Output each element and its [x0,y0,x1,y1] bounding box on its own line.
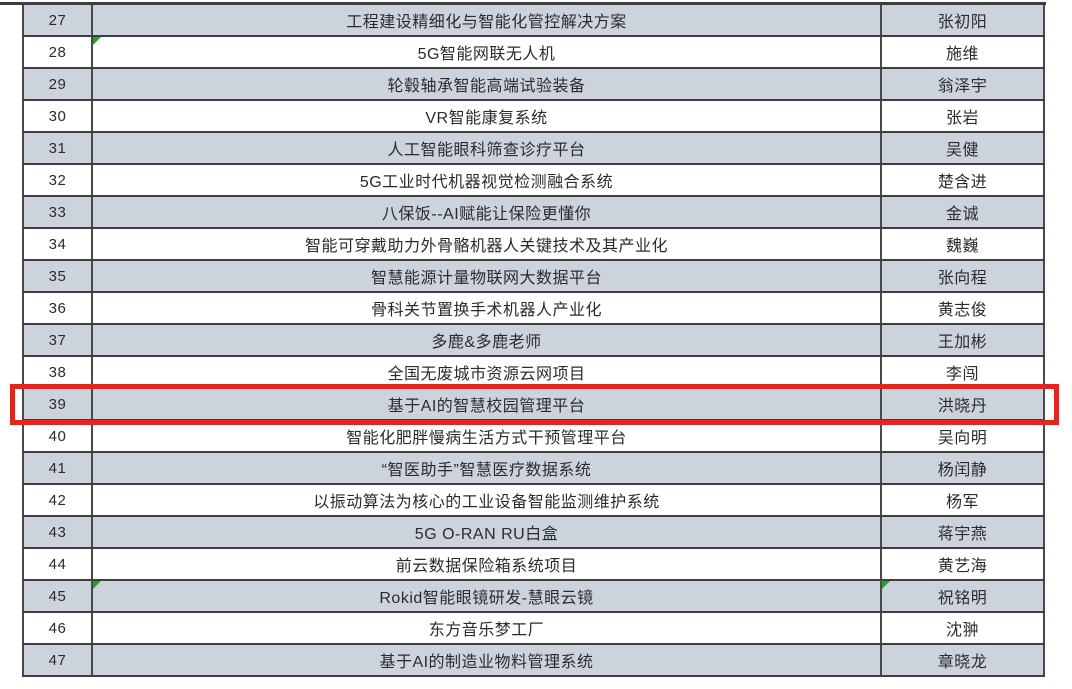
row-number-cell: 43 [22,517,93,547]
row-number-cell: 45 [22,581,93,611]
leader-cell: 吴向明 [880,421,1045,451]
project-text: Rokid智能眼镜研发-慧眼云镜 [379,590,594,607]
row-number-cell: 31 [22,133,93,163]
leader-text: 祝铭明 [937,590,988,607]
leader-cell: 杨闰静 [880,453,1045,483]
table-row: 32 5G工业时代机器视觉检测融合系统 楚含进 [22,165,1045,197]
leader-cell: 章晓龙 [880,645,1045,675]
project-cell: 智慧能源计量物联网大数据平台 [370,270,602,287]
project-cell: 以振动算法为核心的工业设备智能监测维护系统 [313,494,660,511]
row-number-cell: 41 [22,453,93,483]
row-number-cell: 40 [22,421,93,451]
project-cell: 5G智能网联无人机 [93,37,880,67]
project-cell: 智能可穿戴助力外骨骼机器人关键技术及其产业化 [304,238,668,255]
project-cell: 人工智能眼科筛查诊疗平台 [387,142,586,159]
table-row: 41 “智医助手”智慧医疗数据系统 杨闰静 [22,453,1045,485]
leader-cell: 张初阳 [880,5,1045,35]
leader-cell: 杨军 [880,485,1045,515]
project-cell: 5G O-RAN RU白盒 [414,526,559,543]
project-cell: VR智能康复系统 [425,110,548,127]
row-number-cell: 27 [22,5,93,35]
leader-cell: 黄志俊 [880,293,1045,323]
table-row: 37 多鹿&多鹿老师 王加彬 [22,325,1045,357]
table-row: 46 东方音乐梦工厂 沈翀 [22,613,1045,645]
leader-cell: 翁泽宇 [880,69,1045,99]
table-row: 29 轮毂轴承智能高端试验装备 翁泽宇 [22,69,1045,101]
table-row: 35 智慧能源计量物联网大数据平台 张向程 [22,261,1045,293]
row-number-cell: 37 [22,325,93,355]
project-cell: 东方音乐梦工厂 [428,622,545,639]
leader-cell: 祝铭明 [880,581,1045,611]
row-number-cell: 36 [22,293,93,323]
leader-cell: 张向程 [880,261,1045,291]
error-flag-icon [93,37,101,45]
project-cell: Rokid智能眼镜研发-慧眼云镜 [93,581,880,611]
leader-cell: 金诚 [880,197,1045,227]
project-text: 5G智能网联无人机 [417,46,556,63]
table-row: 47 基于AI的制造业物料管理系统 章晓龙 [22,645,1045,677]
row-number-cell: 29 [22,69,93,99]
table-row: 44 前云数据保险箱系统项目 黄艺海 [22,549,1045,581]
table-row: 45 Rokid智能眼镜研发-慧眼云镜 祝铭明 [22,581,1045,613]
table-row: 30 VR智能康复系统 张岩 [22,101,1045,133]
table-row: 28 5G智能网联无人机 施维 [22,37,1045,69]
table-row: 38 全国无废城市资源云网项目 李闯 [22,357,1045,389]
table-row: 42 以振动算法为核心的工业设备智能监测维护系统 杨军 [22,485,1045,517]
table-row: 34 智能可穿戴助力外骨骼机器人关键技术及其产业化 魏巍 [22,229,1045,261]
project-table: 27 工程建设精细化与智能化管控解决方案 张初阳 28 5G智能网联无人机 施维 29 轮… [22,5,1045,677]
project-cell: 骨科关节置换手术机器人产业化 [370,302,602,319]
project-cell: “智医助手”智慧医疗数据系统 [381,462,592,479]
table-row: 43 5G O-RAN RU白盒 蒋宇燕 [22,517,1045,549]
error-flag-icon [882,581,890,589]
table-row-highlighted: 39 基于AI的智慧校园管理平台 洪晓丹 [22,389,1045,421]
row-number-cell: 34 [22,229,93,259]
project-cell: 智能化肥胖慢病生活方式干预管理平台 [346,430,627,447]
leader-cell: 吴健 [880,133,1045,163]
project-cell: 轮毂轴承智能高端试验装备 [387,78,586,95]
leader-cell: 蒋宇燕 [880,517,1045,547]
table-row: 40 智能化肥胖慢病生活方式干预管理平台 吴向明 [22,421,1045,453]
project-cell: 工程建设精细化与智能化管控解决方案 [346,14,627,31]
leader-cell: 楚含进 [880,165,1045,195]
row-number-cell: 42 [22,485,93,515]
row-number-cell: 46 [22,613,93,643]
leader-cell: 王加彬 [880,325,1045,355]
row-number-cell: 44 [22,549,93,579]
leader-cell: 洪晓丹 [880,389,1045,419]
table-row: 33 八保饭--AI赋能让保险更懂你 金诚 [22,197,1045,229]
row-number-cell: 39 [22,389,93,419]
project-cell: 基于AI的制造业物料管理系统 [379,654,594,671]
leader-cell: 黄艺海 [880,549,1045,579]
project-cell: 多鹿&多鹿老师 [431,334,542,351]
row-number-cell: 33 [22,197,93,227]
row-number-cell: 38 [22,357,93,387]
row-number-cell: 28 [22,37,93,67]
error-flag-icon [93,581,101,589]
row-number-cell: 47 [22,645,93,675]
leader-cell: 魏巍 [880,229,1045,259]
row-number-cell: 30 [22,101,93,131]
table-top-border [0,2,1046,5]
table-row: 31 人工智能眼科筛查诊疗平台 吴健 [22,133,1045,165]
leader-cell: 李闯 [880,357,1045,387]
project-cell: 5G工业时代机器视觉检测融合系统 [359,174,614,191]
leader-cell: 施维 [880,37,1045,67]
table-row: 36 骨科关节置换手术机器人产业化 黄志俊 [22,293,1045,325]
table-row: 27 工程建设精细化与智能化管控解决方案 张初阳 [22,5,1045,37]
project-cell: 八保饭--AI赋能让保险更懂你 [381,206,592,223]
leader-cell: 张岩 [880,101,1045,131]
row-number-cell: 32 [22,165,93,195]
row-number-cell: 35 [22,261,93,291]
leader-cell: 沈翀 [880,613,1045,643]
project-cell: 前云数据保险箱系统项目 [395,558,578,575]
project-cell: 全国无废城市资源云网项目 [387,366,586,383]
project-cell: 基于AI的智慧校园管理平台 [387,398,586,415]
